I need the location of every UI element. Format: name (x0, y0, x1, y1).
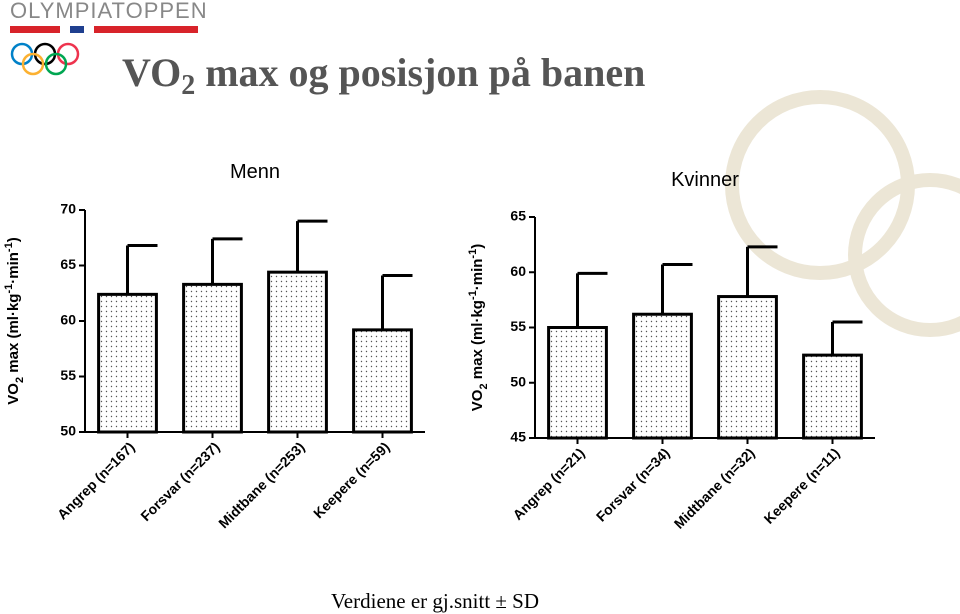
bar (717, 295, 778, 440)
decor-rings (725, 90, 960, 337)
chart-title: Kvinner (671, 169, 739, 191)
y-axis-label-part: max (ml·kg (5, 294, 22, 377)
x-tick-label: Midtbane (n=32) (671, 445, 758, 532)
y-axis-label-part: 2 (478, 383, 490, 389)
y-axis-label-part: ·min (469, 259, 486, 291)
y-axis-label-part: -1 (3, 242, 15, 252)
y-axis-label-part: -1 (467, 249, 479, 259)
y-tick-label: 55 (510, 318, 526, 334)
y-tick-label: 50 (510, 373, 526, 389)
y-axis-label: VO2 max (ml·kg-1·min-1) (3, 237, 26, 404)
title-part: max og posisjon på banen (195, 50, 645, 95)
y-axis-label-part: -1 (3, 284, 15, 294)
title-part: VO (122, 50, 181, 95)
y-tick-label: 65 (60, 256, 76, 272)
title-sub: 2 (181, 70, 195, 101)
y-axis-label-part: ) (469, 244, 486, 249)
y-axis-label-part: 2 (14, 377, 26, 383)
x-tick-label: Forsvar (n=237) (137, 439, 222, 524)
y-tick-label: 70 (60, 201, 76, 217)
y-axis-label: VO2 max (ml·kg-1·min-1) (467, 244, 490, 411)
y-axis-label-part: -1 (467, 290, 479, 300)
olympic-rings (10, 42, 80, 76)
logo-bars (10, 26, 198, 33)
y-tick-label: 60 (60, 312, 76, 328)
bar (267, 270, 328, 434)
y-axis-label-part: ) (5, 237, 22, 242)
y-axis-label-part: VO (5, 383, 22, 405)
y-axis-label-part: max (ml·kg (469, 300, 486, 383)
bar (632, 312, 693, 440)
x-tick-label: Midtbane (n=253) (215, 439, 307, 531)
bar (352, 328, 413, 434)
y-tick-label: 60 (510, 263, 526, 279)
footnote: Verdiene er gj.snitt ± SD (331, 589, 539, 613)
y-axis-label-part: ·min (5, 252, 22, 284)
bar (97, 292, 158, 434)
chart-title: Menn (230, 161, 280, 183)
x-tick-label: Keepere (n=59) (310, 439, 393, 522)
x-tick-label: Forsvar (n=34) (593, 445, 673, 525)
y-tick-label: 50 (60, 423, 76, 439)
x-tick-label: Keepere (n=11) (761, 445, 843, 527)
y-axis-label-part: VO (469, 389, 486, 411)
y-tick-label: 45 (510, 429, 526, 445)
y-tick-label: 65 (510, 208, 526, 224)
logo-text: OLYMPIATOPPEN (10, 0, 208, 23)
bar (802, 353, 863, 440)
y-tick-label: 55 (60, 367, 76, 383)
slide-title: VO2 max og posisjon på banen (122, 50, 645, 101)
x-tick-label: Angrep (n=167) (54, 439, 138, 523)
bar (182, 282, 243, 434)
bar (547, 326, 608, 440)
x-tick-label: Angrep (n=21) (509, 445, 587, 523)
